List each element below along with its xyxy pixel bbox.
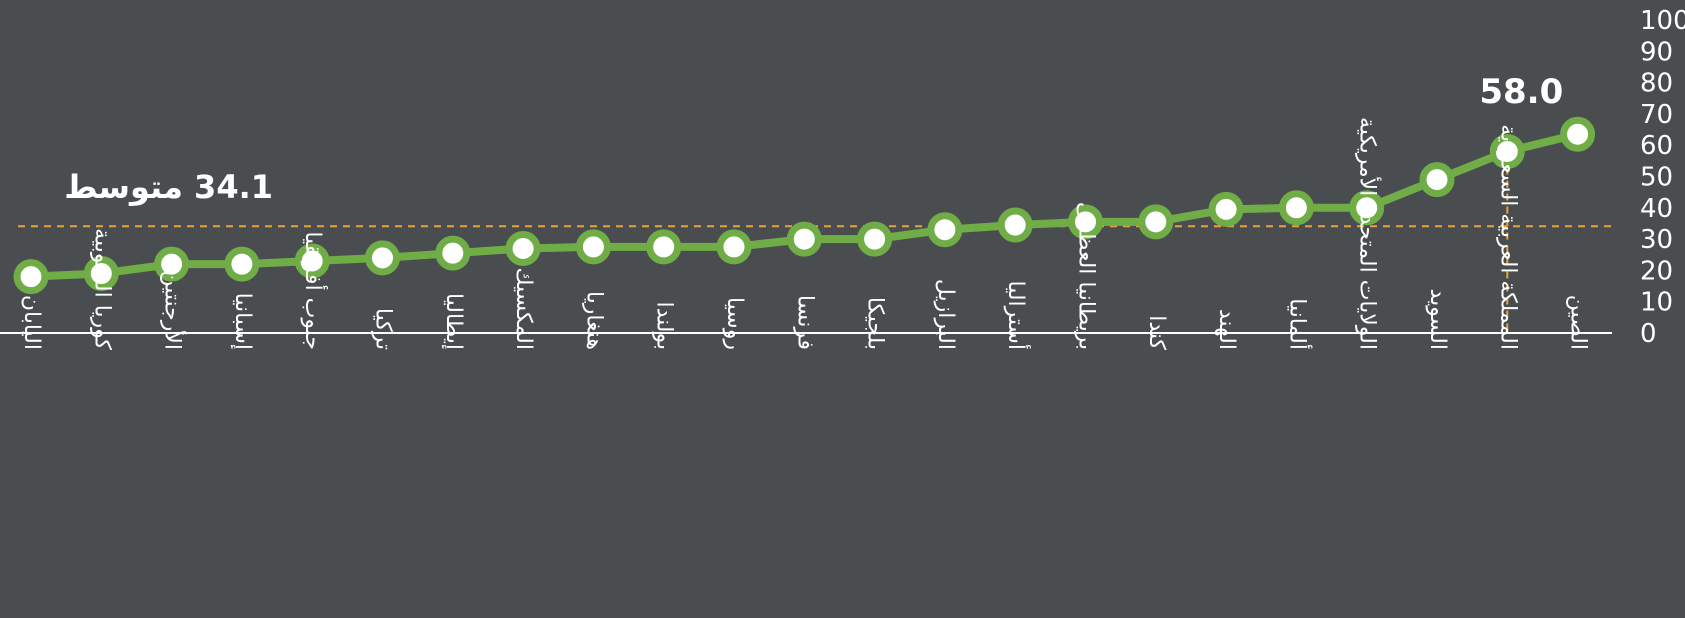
y-tick-label: 40 [1640,194,1673,224]
data-point [365,240,400,276]
x-tick-label: الولايات المتحدة الأمريكية [1355,117,1382,350]
data-point [1349,190,1385,226]
average-label: 34.1 متوسط [64,168,273,206]
data-point [927,212,963,248]
x-tick-label: هنغاريا [581,291,606,350]
x-tick-label: ألمانيا [1284,298,1312,350]
x-tick-label: المملكة العربية السعودية [1495,124,1520,350]
data-point [1560,116,1596,152]
data-point [1489,133,1525,169]
x-tick-label: إيطاليا [441,293,466,350]
data-point [1208,191,1244,227]
x-tick-label: الهند [1214,309,1239,350]
y-tick-label: 60 [1640,131,1673,161]
x-tick-label: بريطانيا العظمى [1074,202,1099,350]
x-tick-label: فرنسا [792,295,817,350]
data-point [1419,162,1455,198]
x-tick-label: أستراليا [1003,281,1031,350]
x-tick-label: الأرجنتين [160,270,187,350]
x-tick-label: كندا [1144,315,1169,350]
y-tick-label: 0 [1640,319,1657,349]
x-tick-label: كوريا الجنوبية [89,228,114,350]
x-tick-label: إسبانيا [230,293,255,350]
y-tick-label: 80 [1640,69,1673,99]
data-point [83,256,119,292]
data-point [154,246,190,282]
data-point [857,221,893,257]
data-point [997,207,1033,243]
y-tick-label: 70 [1640,100,1673,130]
x-tick-label: بلجيكا [863,297,888,350]
x-axis-ticks: اليابان كوريا الجنوبية الأرجنتين إسبانيا جنو… [19,117,1591,351]
x-tick-label: روسيا [722,297,747,350]
y-tick-label: 10 [1640,288,1673,318]
y-tick-label: 30 [1640,225,1673,255]
x-tick-label: البرازيل [933,279,958,350]
y-tick-label: 50 [1640,163,1673,193]
data-point [1068,204,1103,240]
x-tick-label: اليابان [19,295,44,350]
x-tick-label: السويد [1425,289,1450,350]
x-tick-label: تركيا [371,308,396,350]
y-tick-label: 90 [1640,37,1673,67]
data-point [224,246,260,282]
x-tick-label: جنوب أفريقيا [300,231,328,350]
data-point [1138,204,1174,240]
data-point [646,229,682,265]
data-point [435,235,471,271]
x-tick-label: الصين [1566,295,1591,350]
data-points [13,116,1596,295]
data-point [1278,190,1314,226]
highlight-value-label: 58.0 [1479,72,1563,112]
x-tick-label: بولندا [652,302,677,351]
data-point [716,229,752,265]
data-point [13,259,49,295]
y-tick-label: 20 [1640,256,1673,286]
y-tick-label: 100 [1640,6,1685,36]
data-point [786,221,822,257]
x-tick-label: المكسيك [511,268,536,351]
data-point [575,229,611,265]
data-point [294,243,330,279]
data-point [505,230,541,266]
